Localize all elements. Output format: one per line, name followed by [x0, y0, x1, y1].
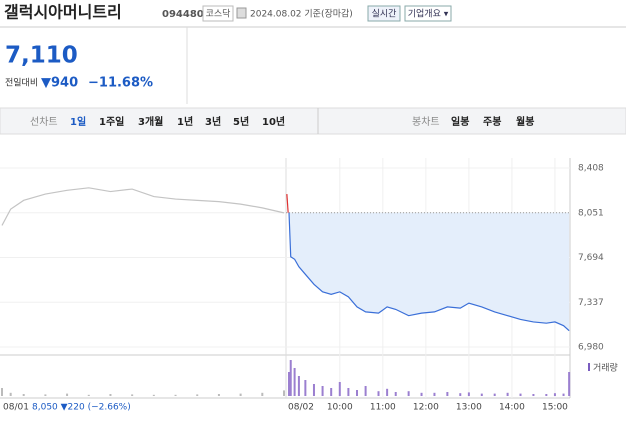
x-tick-label: 13:00 — [456, 403, 482, 413]
change: ▼940 — [41, 76, 78, 91]
volume-bar — [420, 392, 423, 396]
volume-bar — [356, 390, 358, 396]
volume-bar — [66, 393, 69, 396]
volume-label: 거래량 — [593, 362, 618, 374]
volume-bar — [394, 392, 397, 396]
volume-bar — [9, 392, 12, 396]
volume-bar — [532, 394, 535, 396]
x-tick-label: 12:00 — [413, 403, 439, 413]
volume-bar — [377, 391, 380, 396]
y-tick-label: 8,408 — [578, 164, 604, 174]
volume-bar — [519, 393, 522, 396]
volume-bar — [22, 394, 25, 396]
volume-bar — [553, 393, 556, 396]
volume-bar — [493, 393, 496, 396]
candle-tab[interactable]: 주봉 — [483, 116, 501, 128]
calendar-icon — [236, 7, 247, 19]
price-line — [288, 212, 570, 332]
period-tab[interactable]: 1주일 — [99, 115, 124, 128]
volume-bar — [467, 392, 470, 396]
volume-bar — [297, 376, 300, 396]
y-tick-label: 8,051 — [578, 208, 604, 218]
change-label: 전일대비 — [5, 78, 38, 89]
volume-bar — [386, 388, 389, 396]
candle-label: 봉차트 — [412, 116, 440, 128]
y-tick-label: 6,980 — [578, 343, 604, 353]
volume-bar — [283, 390, 285, 396]
volume-bar — [288, 372, 291, 396]
period-tab[interactable]: 5년 — [233, 115, 249, 128]
volume-bar — [562, 393, 565, 396]
line-label: 선차트 — [30, 116, 58, 128]
volume-bar — [261, 392, 264, 396]
volume-bar — [364, 386, 367, 396]
day-summary: 8,050 ▼220 (−2.66%) — [32, 403, 131, 413]
volume-bar — [446, 392, 449, 396]
volume-bar — [330, 388, 333, 396]
period-tab[interactable]: 3년 — [205, 115, 221, 128]
price: 7,110 — [5, 43, 78, 69]
candle-tab[interactable]: 월봉 — [516, 116, 534, 128]
x-tick-label: 11:00 — [370, 403, 396, 413]
volume-bar — [568, 372, 571, 396]
volume-bar — [312, 384, 315, 396]
market: 코스닥 — [206, 9, 231, 20]
volume-bar — [338, 382, 341, 396]
volume-legend-mark — [588, 363, 590, 371]
y-tick-label: 7,337 — [578, 298, 604, 308]
price-line — [1, 187, 285, 226]
realtime[interactable]: 실시간 — [372, 9, 397, 20]
code: 094480 — [162, 9, 204, 20]
volume-bar — [459, 393, 462, 396]
volume-bar — [239, 393, 242, 396]
candle-tab[interactable]: 일봉 — [451, 115, 469, 128]
x-tick-label: 10:00 — [327, 403, 353, 413]
volume-bar — [433, 392, 436, 396]
realtime-btn[interactable] — [367, 5, 401, 22]
price-line — [286, 194, 289, 213]
volume-bar — [304, 380, 307, 396]
toolbar — [0, 107, 626, 135]
volume-bar — [196, 394, 199, 396]
x-tick-label: 15:00 — [542, 403, 568, 413]
volume-bar — [293, 368, 296, 396]
x-tick-label: 08/01 — [3, 403, 29, 413]
volume-bar — [152, 394, 155, 396]
x-tick-label: 08/02 — [288, 403, 314, 413]
volume-bar — [545, 394, 548, 396]
volume-bar — [87, 394, 90, 396]
period-tab[interactable]: 1년 — [177, 115, 193, 128]
y-tick-label: 7,694 — [578, 253, 604, 263]
volume-bar — [407, 391, 410, 396]
period-tab[interactable]: 10년 — [262, 115, 285, 128]
rate: −11.68% — [88, 76, 153, 91]
period-tab[interactable]: 3개월 — [138, 115, 163, 128]
date: 2024.08.02 기준(장마감) — [250, 8, 353, 20]
volume-bar — [1, 388, 3, 396]
change-area — [289, 212, 570, 331]
volume-bar — [174, 394, 177, 396]
volume-bar — [289, 360, 292, 396]
company-btn[interactable] — [404, 5, 452, 22]
volume-bar — [321, 386, 324, 396]
volume-bar — [506, 392, 509, 396]
volume-bar — [131, 394, 134, 396]
title: 갤럭시아머니트리 — [4, 3, 122, 22]
volume-bar — [480, 393, 483, 396]
period-tab[interactable]: 1일 — [70, 115, 86, 128]
volume-bar — [347, 388, 350, 396]
volume-bar — [109, 394, 112, 396]
market-box — [202, 5, 234, 22]
volume-bar — [217, 394, 220, 396]
volume-bar — [44, 394, 47, 396]
company[interactable]: 기업개요 ▾ — [408, 9, 449, 20]
x-tick-label: 14:00 — [499, 403, 525, 413]
